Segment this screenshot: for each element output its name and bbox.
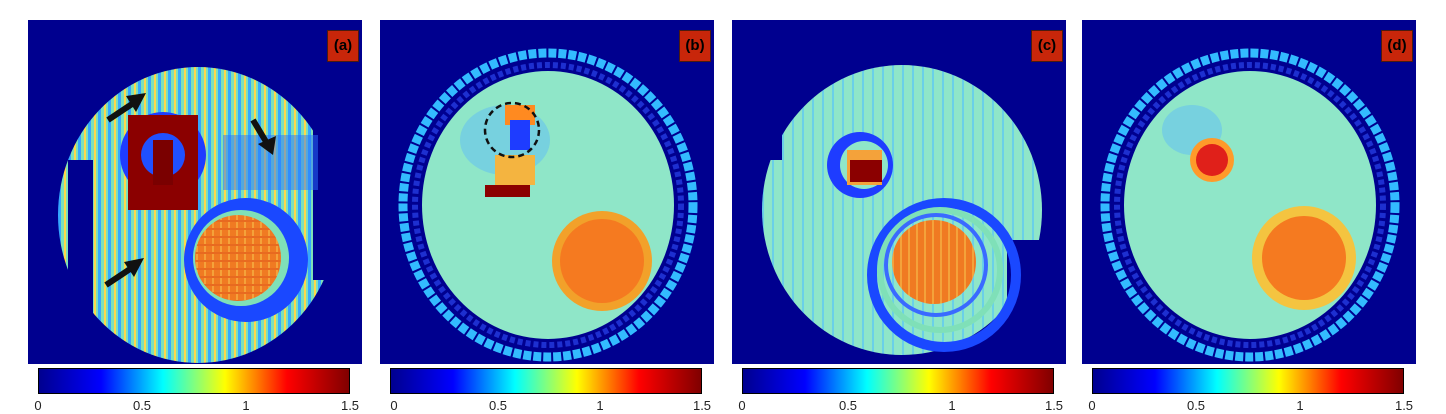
colorbar-tick: 0.5 [488, 398, 508, 413]
image-map-c [732, 20, 1066, 364]
colorbar [1092, 368, 1404, 394]
panel-d: (d) 0 0.5 1 1.5 [1082, 20, 1416, 413]
colorbar-tick: 0 [34, 398, 42, 413]
tumor-region [1262, 216, 1346, 300]
colorbar-tick: 1.5 [692, 398, 712, 413]
panel-label: (b) [679, 30, 711, 62]
hotspot-region [850, 160, 882, 182]
panel-label: (c) [1031, 30, 1063, 62]
colorbar-tick: 0 [390, 398, 398, 413]
panel-label: (d) [1381, 30, 1413, 62]
tumor-region [195, 215, 281, 301]
colorbar-tick: 1.5 [1044, 398, 1064, 413]
arrow-icon [106, 93, 146, 123]
image-map-b [380, 20, 714, 364]
dashed-circle-icon [483, 101, 541, 159]
panel-a: (a) 0 0.5 1 1.5 [28, 20, 362, 413]
panel-label: (a) [327, 30, 359, 62]
panel-b: (b) 0 0.5 1 1.5 [380, 20, 714, 413]
hotspot-region [510, 120, 530, 150]
colorbar-tick: 1 [948, 398, 956, 413]
colorbar-tick: 0.5 [132, 398, 152, 413]
panel-c: (c) 0 0.5 1 1.5 [732, 20, 1066, 413]
arrow-icon [250, 118, 276, 155]
colorbar-tick: 1.5 [340, 398, 360, 413]
colorbar-tick: 0.5 [838, 398, 858, 413]
colorbar-tick: 1 [242, 398, 250, 413]
colorbar-tick: 1 [596, 398, 604, 413]
tissue-region [58, 67, 338, 363]
tissue-region [422, 71, 674, 339]
colorbar-tick: 1.5 [1394, 398, 1414, 413]
tumor-region [892, 220, 976, 304]
tissue-region [1124, 71, 1376, 339]
image-map-a [28, 20, 362, 364]
colorbar-tick: 1 [1296, 398, 1304, 413]
tissue-region [762, 65, 1042, 355]
colorbar-tick: 0 [738, 398, 746, 413]
hotspot-region [1196, 144, 1228, 176]
tumor-region [560, 219, 644, 303]
colorbar-tick: 0.5 [1186, 398, 1206, 413]
image-map-d [1082, 20, 1416, 364]
colorbar [390, 368, 702, 394]
colorbar [742, 368, 1054, 394]
colorbar [38, 368, 350, 394]
arrow-icon [104, 258, 144, 288]
colorbar-tick: 0 [1088, 398, 1096, 413]
